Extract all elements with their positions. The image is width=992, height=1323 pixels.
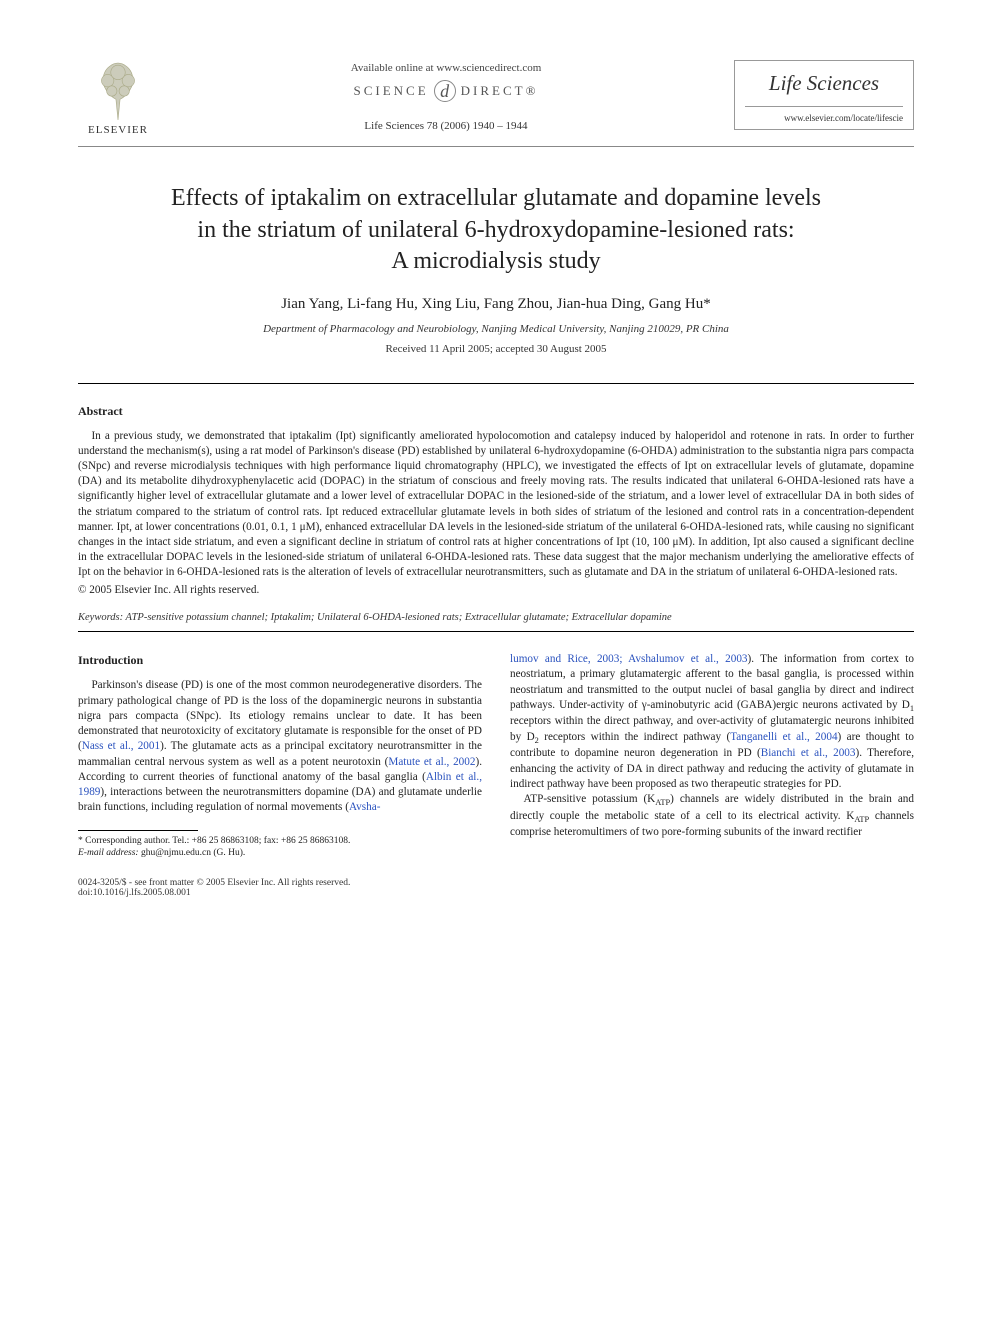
intro-paragraph-2-right: ATP-sensitive potassium (KATP) channels … <box>510 792 914 841</box>
intro-paragraph-1-left: Parkinson's disease (PD) is one of the m… <box>78 678 482 815</box>
title-line-2: in the striatum of unilateral 6-hydroxyd… <box>197 217 794 243</box>
email-value: ghu@njmu.edu.cn (G. Hu). <box>139 848 246 858</box>
affiliation-line: Department of Pharmacology and Neurobiol… <box>78 323 914 335</box>
sciencedirect-logo: SCIENCE d DIRECT® <box>354 80 539 102</box>
center-header: Available online at www.sciencedirect.co… <box>158 60 734 132</box>
footnote-separator <box>78 830 198 831</box>
subscript-katp-2: ATP <box>854 815 869 824</box>
footer-line-1: 0024-3205/$ - see front matter © 2005 El… <box>78 878 914 888</box>
title-line-1: Effects of iptakalim on extracellular gl… <box>171 185 821 211</box>
elsevier-label: ELSEVIER <box>88 124 148 136</box>
journal-box: Life Sciences www.elsevier.com/locate/li… <box>734 60 914 130</box>
elsevier-tree-icon <box>87 60 149 122</box>
ref-link-tanganelli[interactable]: Tanganelli et al., 2004 <box>730 731 837 743</box>
abstract-copyright: © 2005 Elsevier Inc. All rights reserved… <box>78 584 914 596</box>
ref-link-nass[interactable]: Nass et al., 2001 <box>82 740 160 752</box>
authors-line: Jian Yang, Li-fang Hu, Xing Liu, Fang Zh… <box>78 296 914 313</box>
journal-url: www.elsevier.com/locate/lifescie <box>745 113 903 123</box>
ref-link-matute[interactable]: Matute et al., 2002 <box>388 756 475 768</box>
header-rule <box>78 146 914 147</box>
dates-line: Received 11 April 2005; accepted 30 Augu… <box>78 343 914 355</box>
email-label: E-mail address: <box>78 848 139 858</box>
page-footer: 0024-3205/$ - see front matter © 2005 El… <box>78 878 914 898</box>
left-column: Introduction Parkinson's disease (PD) is… <box>78 652 482 860</box>
journal-title: Life Sciences <box>745 71 903 107</box>
ref-link-avshalumov-cont[interactable]: lumov and Rice, 2003; Avshalumov et al.,… <box>510 653 748 665</box>
abstract-heading: Abstract <box>78 404 914 419</box>
citation-line: Life Sciences 78 (2006) 1940 – 1944 <box>158 120 734 132</box>
sd-left: SCIENCE <box>354 83 429 99</box>
ref-link-bianchi[interactable]: Bianchi et al., 2003 <box>761 747 856 759</box>
corr-email-line: E-mail address: ghu@njmu.edu.cn (G. Hu). <box>78 847 482 860</box>
abstract-bottom-rule <box>78 631 914 632</box>
article-title: Effects of iptakalim on extracellular gl… <box>98 183 894 278</box>
corresponding-author-footnote: * Corresponding author. Tel.: +86 25 868… <box>78 835 482 861</box>
intro-text: ), interactions between the neurotransmi… <box>78 786 482 813</box>
ref-link-avshalumov[interactable]: Avsha- <box>349 801 380 813</box>
body-columns: Introduction Parkinson's disease (PD) is… <box>78 652 914 860</box>
abstract-body: In a previous study, we demonstrated tha… <box>78 429 914 580</box>
title-line-3: A microdialysis study <box>391 248 600 274</box>
footer-line-2: doi:10.1016/j.lfs.2005.08.001 <box>78 888 914 898</box>
sd-d-icon: d <box>434 80 456 102</box>
intro-text: ATP-sensitive potassium (K <box>523 793 655 805</box>
abstract-top-rule <box>78 383 914 384</box>
subscript-katp-1: ATP <box>655 798 670 807</box>
page-header: ELSEVIER Available online at www.science… <box>78 60 914 136</box>
intro-paragraph-1-right: lumov and Rice, 2003; Avshalumov et al.,… <box>510 652 914 792</box>
elsevier-logo: ELSEVIER <box>78 60 158 136</box>
introduction-heading: Introduction <box>78 652 482 668</box>
keywords-label: Keywords: <box>78 612 123 623</box>
corr-author-line: * Corresponding author. Tel.: +86 25 868… <box>78 835 482 848</box>
keywords-line: Keywords: ATP-sensitive potassium channe… <box>78 612 914 623</box>
subscript-d1: 1 <box>910 704 914 713</box>
right-column: lumov and Rice, 2003; Avshalumov et al.,… <box>510 652 914 860</box>
intro-text: receptors within the indirect pathway ( <box>539 731 730 743</box>
sd-right: DIRECT® <box>461 83 539 99</box>
available-online-text: Available online at www.sciencedirect.co… <box>158 62 734 74</box>
keywords-text: ATP-sensitive potassium channel; Iptakal… <box>123 612 672 623</box>
